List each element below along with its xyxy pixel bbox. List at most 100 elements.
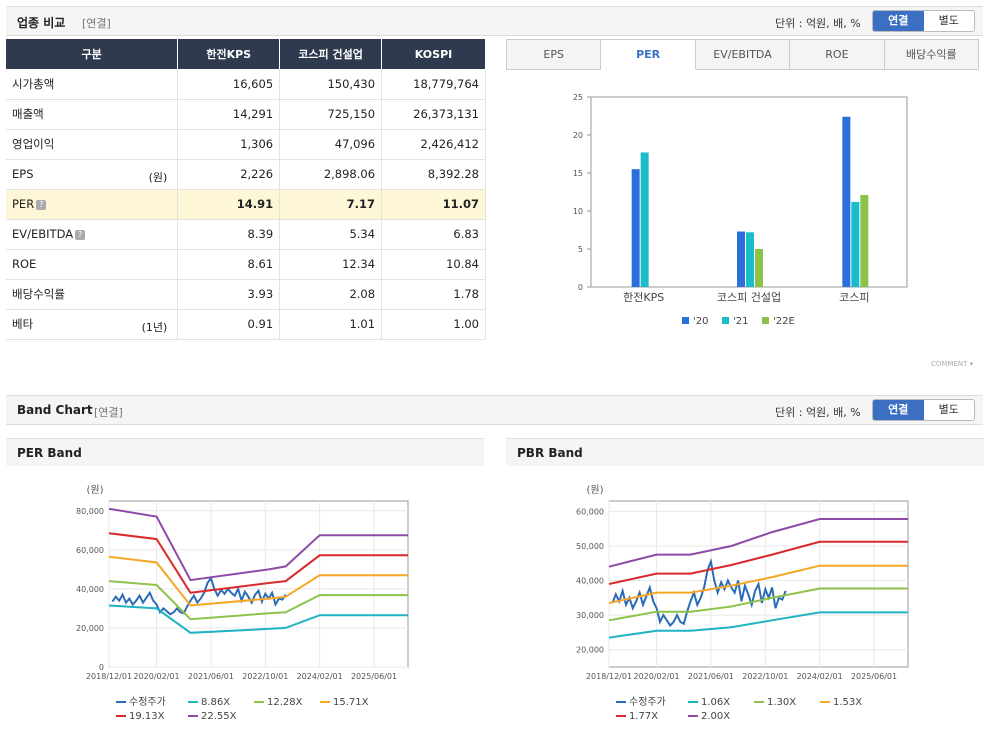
y-tick-label: 5 xyxy=(578,245,583,254)
value-cell: 1,306 xyxy=(177,129,281,160)
value-cell: 14,291 xyxy=(177,99,281,130)
x-tick-label: 2018/12/01 xyxy=(86,672,132,681)
row-label-cell: EPS (원) xyxy=(6,159,179,190)
value-cell: 16,605 xyxy=(177,69,281,100)
legend-label: 수정주가 xyxy=(629,696,666,708)
y-tick-label: 20,000 xyxy=(576,646,604,655)
value-cell: 18,779,764 xyxy=(381,69,486,100)
tab-eps[interactable]: EPS xyxy=(506,39,602,70)
x-tick-label: 2022/10/01 xyxy=(742,672,788,681)
x-category-label: 코스피 건설업 xyxy=(717,291,781,304)
y-tick-label: 60,000 xyxy=(76,546,104,555)
pbr-band-title: PBR Band xyxy=(517,446,583,460)
value-cell: 0.91 xyxy=(177,309,281,340)
band-consolidation-toggle: 연결 별도 xyxy=(872,399,975,421)
table-header-0: 구분 xyxy=(6,39,179,69)
comparison-table: 구분 한전KPS 코스피 건설업 KOSPI 시가총액 16,605 150,430 18,… xyxy=(6,39,486,340)
consolidated-button[interactable]: 연결 xyxy=(873,11,924,31)
comment-toggle[interactable]: COMMENT ▾ xyxy=(931,360,974,368)
series-line-0 xyxy=(111,575,287,616)
row-label-cell: 베타 (1년) xyxy=(6,309,179,340)
legend-label: 2.00X xyxy=(701,711,730,722)
value-cell: 1.00 xyxy=(381,309,486,340)
x-tick-label: 2021/06/01 xyxy=(688,672,734,681)
legend-label: 1.77X xyxy=(629,711,658,722)
tab-ev-ebitda[interactable]: EV/EBITDA xyxy=(695,39,791,70)
value-cell: 3.93 xyxy=(177,279,281,310)
separate-button[interactable]: 별도 xyxy=(938,14,959,27)
tab-roe[interactable]: ROE xyxy=(790,39,885,70)
value-cell: 1.01 xyxy=(279,309,383,340)
per-band-header: PER Band xyxy=(6,438,484,466)
tab--[interactable]: 배당수익률 xyxy=(884,39,980,70)
series-line-5 xyxy=(108,507,408,582)
value-cell: 26,373,131 xyxy=(381,99,486,130)
per-comparison-bar-chart: 0 5 10 15 20 25 한전KPS 코스피 건설업 코스피 '20 '21 '22E xyxy=(573,93,908,327)
legend-label: 1.53X xyxy=(833,697,862,708)
table-row: EPS (원) 2,226 2,898.06 8,392.28 xyxy=(6,159,486,190)
x-tick-label: 2024/02/01 xyxy=(797,672,843,681)
value-cell: 8,392.28 xyxy=(381,159,486,190)
series-line-4 xyxy=(608,540,908,585)
row-label: 매출액 xyxy=(12,107,44,121)
row-label-cell: 매출액 xyxy=(6,99,179,130)
row-unit: (원) xyxy=(148,170,168,184)
series-line-3 xyxy=(108,555,408,607)
pbr-band-chart: (원) 20,000 30,000 40,000 50,000 60,000 2018/12… xyxy=(576,484,909,722)
row-label: PER xyxy=(12,197,35,211)
x-tick-label: 2025/06/01 xyxy=(851,672,897,681)
table-row: EV/EBITDA? 8.39 5.34 6.83 xyxy=(6,219,486,250)
table-header-1: 한전KPS xyxy=(177,39,281,69)
x-tick-label: 2022/10/01 xyxy=(242,672,288,681)
x-tick-label: 2018/12/01 xyxy=(586,672,632,681)
bar-2-2 xyxy=(860,195,869,287)
table-header-3: KOSPI xyxy=(381,39,486,69)
legend-label: 19.13X xyxy=(129,711,165,722)
band-header-bar: Band Chart [연결] 단위 : 억원, 배, % 연결 별도 xyxy=(6,395,983,425)
y-tick-label: 80,000 xyxy=(76,507,104,516)
band-unit: 단위 : 억원, 배, % xyxy=(775,406,861,419)
x-tick-label: 2024/02/01 xyxy=(297,672,343,681)
legend-label: 수정주가 xyxy=(129,696,166,708)
help-icon[interactable]: ? xyxy=(36,200,47,210)
y-tick-label: 10 xyxy=(573,207,583,216)
tab-per[interactable]: PER xyxy=(601,39,696,70)
series-line-0 xyxy=(611,557,787,628)
series-line-1 xyxy=(108,604,408,634)
value-cell: 11.07 xyxy=(381,189,486,220)
y-tick-label: 40,000 xyxy=(576,577,604,586)
y-unit-label: (원) xyxy=(86,484,103,496)
value-cell: 12.34 xyxy=(279,249,383,280)
metric-tabs: EPS PER EV/EBITDA ROE 배당수익률 xyxy=(506,39,980,70)
value-cell: 8.61 xyxy=(177,249,281,280)
row-label: 배당수익률 xyxy=(12,287,65,301)
y-tick-label: 0 xyxy=(99,663,104,672)
legend-label: '22E xyxy=(773,316,795,327)
value-cell: 2,426,412 xyxy=(381,129,486,160)
value-cell: 14.91 xyxy=(177,189,281,220)
band-title: Band Chart xyxy=(17,403,93,417)
band-separate-button[interactable]: 별도 xyxy=(938,403,959,416)
band-basis: [연결] xyxy=(94,406,123,419)
row-label: 베타 xyxy=(12,317,34,331)
x-tick-label: 2021/06/01 xyxy=(188,672,234,681)
bar-0-1 xyxy=(737,231,745,287)
row-label-cell: 배당수익률 xyxy=(6,279,179,310)
table-row: 영업이익 1,306 47,096 2,426,412 xyxy=(6,129,486,160)
value-cell: 1.78 xyxy=(381,279,486,310)
compare-title: 업종 비교 xyxy=(17,16,66,30)
bar-1-2 xyxy=(851,201,860,287)
help-icon[interactable]: ? xyxy=(75,230,86,240)
band-consolidated-button[interactable]: 연결 xyxy=(873,400,924,420)
y-tick-label: 60,000 xyxy=(576,507,604,516)
x-category-label: 한전KPS xyxy=(623,291,664,304)
row-label-cell: 시가총액 xyxy=(6,69,179,100)
value-cell: 2,898.06 xyxy=(279,159,383,190)
y-tick-label: 0 xyxy=(578,283,583,292)
x-tick-label: 2020/02/01 xyxy=(634,672,680,681)
x-tick-label: 2025/06/01 xyxy=(351,672,397,681)
row-label-cell: 영업이익 xyxy=(6,129,179,160)
value-cell: 10.84 xyxy=(381,249,486,280)
x-tick-label: 2020/02/01 xyxy=(134,672,180,681)
legend-label: 8.86X xyxy=(201,697,230,708)
